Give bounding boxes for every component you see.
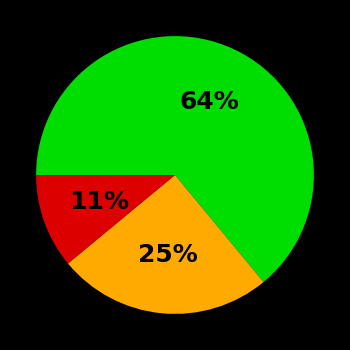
Text: 25%: 25% [138,243,197,267]
Wedge shape [68,175,264,314]
Wedge shape [36,175,175,264]
Wedge shape [36,36,314,282]
Text: 11%: 11% [69,190,129,214]
Text: 64%: 64% [180,90,239,114]
